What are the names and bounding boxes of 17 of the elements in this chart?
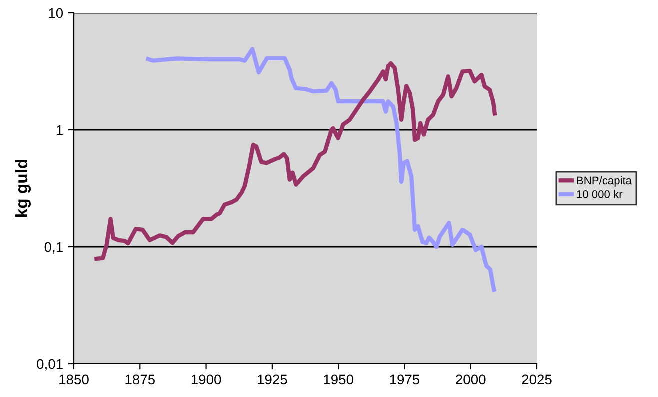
x-tick-label: 1925 <box>258 374 288 385</box>
x-tick-label: 1850 <box>60 374 89 385</box>
x-tick-label: 1975 <box>390 374 420 385</box>
x-tick-label: 1875 <box>126 374 156 385</box>
y-tick-label: 10 <box>49 8 64 18</box>
x-tick-label: 2025 <box>522 374 552 385</box>
legend-label: BNP/capita <box>577 176 632 187</box>
x-tick-label: 1950 <box>324 374 354 385</box>
legend-label: 10 000 kr <box>577 190 623 198</box>
y-tick-label: 1 <box>56 125 63 136</box>
x-tick-label: 1900 <box>192 374 222 385</box>
y-axis-title: kg guld <box>15 160 31 217</box>
line-series <box>146 47 496 292</box>
x-tick-label: 2000 <box>456 374 486 385</box>
y-tick-label: 0,01 <box>37 359 63 371</box>
line-series <box>94 61 498 262</box>
y-tick-label: 0,1 <box>44 242 63 254</box>
